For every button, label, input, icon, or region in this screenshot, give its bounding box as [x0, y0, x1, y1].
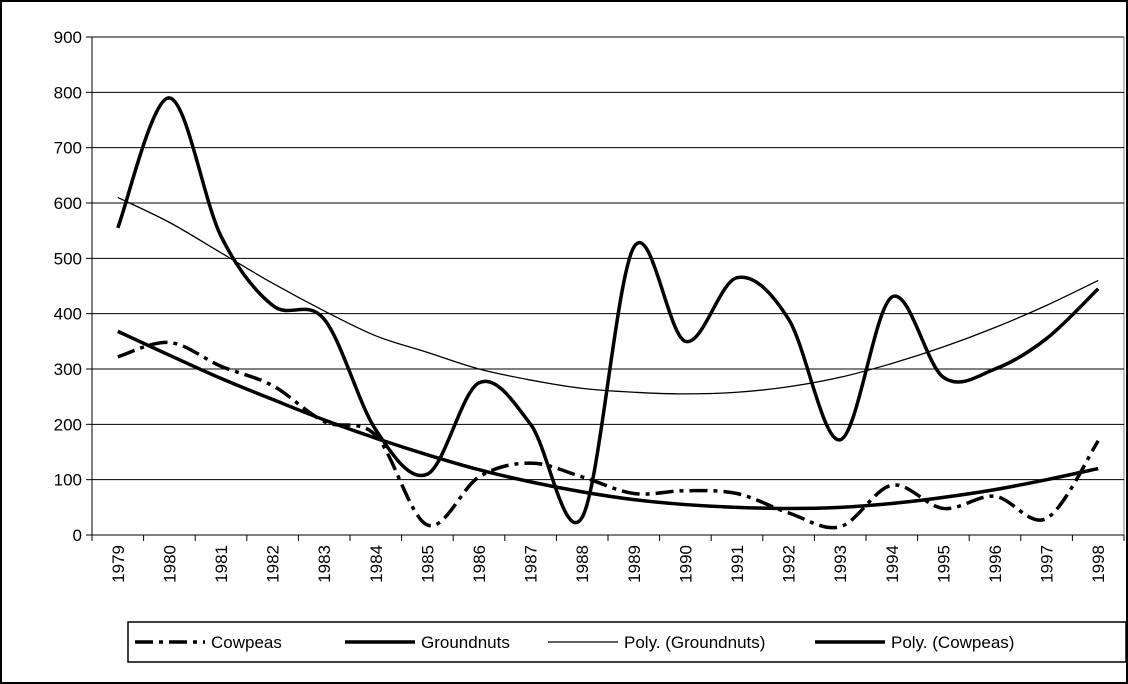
x-tick-label: 1995	[934, 545, 953, 583]
x-tick-label: 1984	[367, 545, 386, 583]
y-tick-label: 700	[54, 139, 82, 158]
legend-label: Cowpeas	[211, 633, 282, 652]
legend-label: Poly. (Groundnuts)	[624, 633, 765, 652]
x-tick-label: 1997	[1038, 545, 1057, 583]
x-tick-label: 1998	[1089, 545, 1108, 583]
x-tick-label: 1994	[883, 545, 902, 583]
x-tick-label: 1993	[831, 545, 850, 583]
y-tick-label: 0	[73, 526, 82, 545]
series-line	[116, 96, 1100, 525]
x-tick-label: 1996	[986, 545, 1005, 583]
x-tick-label: 1991	[728, 545, 747, 583]
x-tick-label: 1986	[470, 545, 489, 583]
x-tick-label: 1989	[625, 545, 644, 583]
x-tick-label: 1979	[109, 545, 128, 583]
legend: Cowpeas Groundnuts Poly. (Groundnuts) Poly.…	[127, 621, 1127, 663]
x-tick-label: 1985	[418, 545, 437, 583]
legend-label: Poly. (Cowpeas)	[891, 633, 1014, 652]
x-tick-label: 1981	[212, 545, 231, 583]
series-line	[117, 196, 1099, 395]
x-tick-label: 1992	[780, 545, 799, 583]
x-tick-label: 1987	[522, 545, 541, 583]
y-tick-label: 100	[54, 471, 82, 490]
x-tick-label: 1988	[573, 545, 592, 583]
y-tick-label: 800	[54, 83, 82, 102]
y-tick-label: 500	[54, 249, 82, 268]
legend-label: Groundnuts	[421, 633, 510, 652]
y-tick-label: 600	[54, 194, 82, 213]
x-tick-label: 1980	[160, 545, 179, 583]
legend-box	[127, 621, 1127, 663]
x-tick-label: 1990	[676, 545, 695, 583]
y-tick-label: 200	[54, 415, 82, 434]
y-tick-label: 300	[54, 360, 82, 379]
x-tick-label: 1983	[315, 545, 334, 583]
y-tick-label: 900	[54, 28, 82, 47]
series-line	[117, 329, 1099, 511]
y-tick-label: 400	[54, 305, 82, 324]
series-line	[117, 340, 1100, 530]
x-tick-label: 1982	[264, 545, 283, 583]
